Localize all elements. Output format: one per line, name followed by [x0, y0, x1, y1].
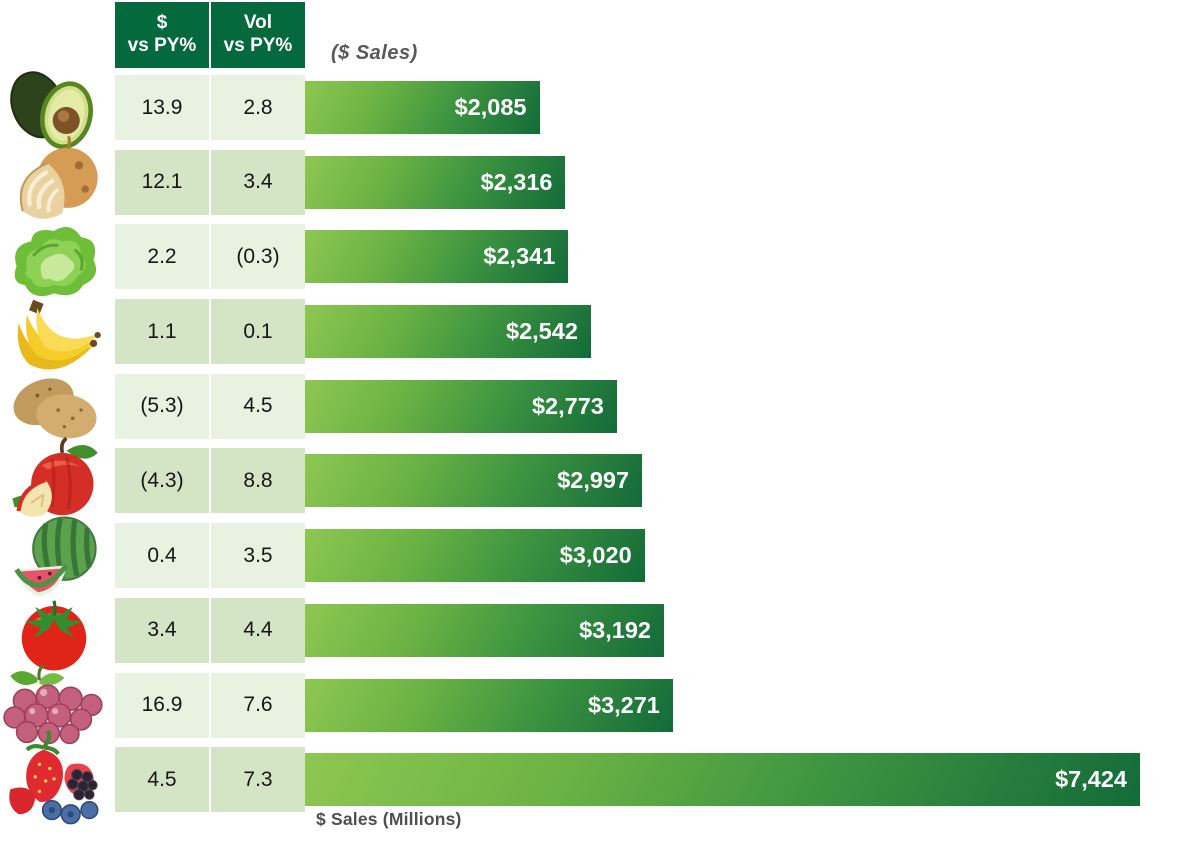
sales-bar: $3,271 — [305, 678, 673, 732]
avocado-icon — [0, 71, 115, 150]
dollar-vs-py-value: 0.4 — [115, 523, 209, 589]
berries-icon — [0, 730, 115, 825]
vol-vs-py-value: 3.4 — [211, 149, 305, 215]
table-row-apple: (4.3) 8.8 $2,997 — [0, 437, 1202, 518]
vol-vs-py-value: 8.8 — [211, 448, 305, 514]
bar-track: $3,192 — [305, 598, 1140, 663]
chart-title: ($ Sales) — [331, 42, 418, 64]
vol-vs-py-value: 7.6 — [211, 672, 305, 738]
x-axis-label: $ Sales (Millions) — [316, 809, 462, 829]
table-row-berries: 4.5 7.3 $7,424 — [0, 730, 1202, 825]
bar-track: $2,997 — [305, 448, 1140, 513]
dollar-vs-py-value: (5.3) — [115, 373, 209, 439]
table-header: $ vs PY% Vol vs PY% — [115, 2, 305, 68]
table-row-onion: 12.1 3.4 $2,316 — [0, 135, 1202, 219]
produce-rows: 13.9 2.8 $2,085 — [0, 71, 1202, 825]
bar-track: $3,020 — [305, 523, 1140, 588]
dollar-vs-py-value: 12.1 — [115, 149, 209, 215]
sales-bar: $7,424 — [305, 753, 1140, 807]
table-row-tomato: 3.4 4.4 $3,192 — [0, 597, 1202, 671]
bar-value-label: $3,271 — [588, 691, 660, 718]
banana-icon — [0, 299, 115, 370]
bar-value-label: $2,542 — [506, 318, 578, 345]
bar-track: $7,424 — [305, 747, 1140, 812]
sales-bar: $3,192 — [305, 603, 664, 657]
bar-track: $2,341 — [305, 224, 1140, 289]
bar-track: $2,773 — [305, 374, 1140, 439]
column-header-vol-line2: vs PY% — [223, 35, 293, 56]
lettuce-icon — [0, 224, 115, 297]
dollar-vs-py-value: 3.4 — [115, 597, 209, 663]
bar-value-label: $3,192 — [579, 616, 651, 643]
vol-vs-py-value: 2.8 — [211, 75, 305, 140]
bar-track: $2,085 — [305, 75, 1140, 140]
sales-bar: $2,085 — [305, 81, 540, 134]
potato-icon — [0, 374, 115, 439]
table-row-lettuce: 2.2 (0.3) $2,341 — [0, 224, 1202, 297]
dollar-vs-py-value: 13.9 — [115, 75, 209, 140]
table-row-banana: 1.1 0.1 $2,542 — [0, 299, 1202, 370]
bar-value-label: $3,020 — [559, 542, 632, 569]
sales-bar: $2,316 — [305, 155, 566, 209]
column-header-vol-vs-py: Vol vs PY% — [211, 2, 305, 68]
grapes-icon — [0, 663, 115, 744]
dollar-vs-py-value: 2.2 — [115, 224, 209, 290]
bar-track: $3,271 — [305, 673, 1140, 738]
sales-bar: $2,997 — [305, 454, 643, 508]
sales-bar: $2,542 — [305, 305, 591, 359]
table-row-avocado: 13.9 2.8 $2,085 — [0, 71, 1202, 150]
column-header-dollar-vs-py: $ vs PY% — [115, 2, 209, 68]
vol-vs-py-value: 0.1 — [211, 299, 305, 365]
dollar-vs-py-value: 1.1 — [115, 299, 209, 365]
bar-value-label: $2,341 — [483, 243, 556, 270]
dollar-vs-py-value: 4.5 — [115, 747, 209, 813]
column-header-vol-line1: Vol — [243, 12, 273, 34]
vol-vs-py-value: 3.5 — [211, 523, 305, 589]
table-row-grapes: 16.9 7.6 $3,271 — [0, 663, 1202, 744]
dollar-vs-py-value: 16.9 — [115, 672, 209, 738]
bar-value-label: $2,085 — [454, 94, 527, 120]
bar-value-label: $2,773 — [531, 392, 604, 419]
tomato-icon — [0, 598, 115, 671]
watermelon-icon — [0, 516, 115, 597]
column-header-dollar-line1: $ — [156, 12, 168, 34]
bar-value-label: $2,316 — [480, 168, 553, 195]
column-header-dollar-line2: vs PY% — [127, 35, 197, 56]
bar-value-label: $2,997 — [557, 467, 630, 494]
vol-vs-py-value: 7.3 — [211, 747, 305, 813]
vol-vs-py-value: (0.3) — [211, 224, 305, 290]
bar-track: $2,542 — [305, 299, 1140, 364]
bar-value-label: $7,424 — [1055, 766, 1127, 793]
vol-vs-py-value: 4.4 — [211, 597, 305, 663]
sales-bar: $3,020 — [305, 529, 645, 583]
bar-track: $2,316 — [305, 150, 1140, 215]
table-row-potato: (5.3) 4.5 $2,773 — [0, 373, 1202, 439]
table-row-watermelon: 0.4 3.5 $3,020 — [0, 516, 1202, 597]
apple-icon — [0, 437, 115, 518]
onion-icon — [0, 135, 115, 219]
sales-bar: $2,773 — [305, 379, 617, 433]
sales-bar: $2,341 — [305, 230, 569, 284]
dollar-vs-py-value: (4.3) — [115, 448, 209, 514]
vol-vs-py-value: 4.5 — [211, 373, 305, 439]
